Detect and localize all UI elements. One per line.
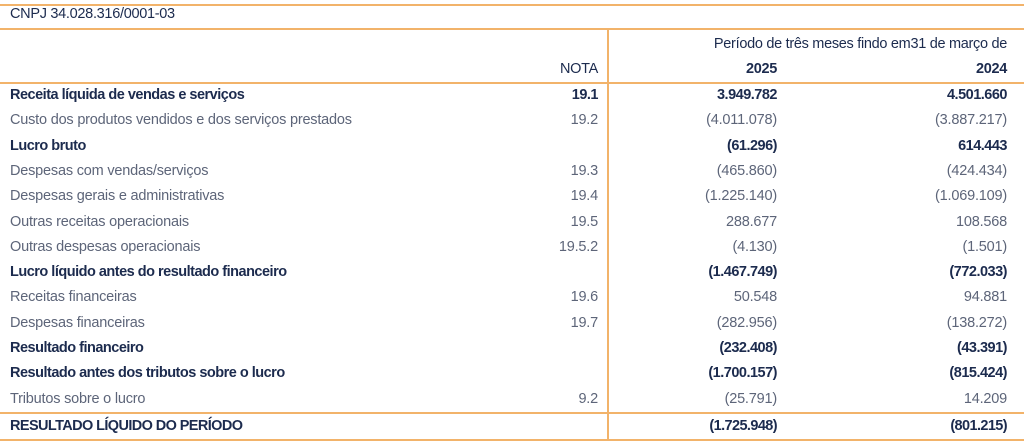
value-2024: 94.881 <box>963 289 1007 306</box>
row-label: Resultado antes dos tributos sobre o luc… <box>10 365 285 382</box>
year-2025-header: 2025 <box>745 61 777 77</box>
value-2025: (1.225.140) <box>705 188 777 205</box>
value-2025: (1.467.749) <box>708 264 777 281</box>
value-2025: (61.296) <box>726 137 778 154</box>
value-2025: (4.011.078) <box>706 112 777 129</box>
value-2024: (43.391) <box>956 340 1008 356</box>
row-label: Outras despesas operacionais <box>10 238 201 255</box>
value-2024: 4.501.660 <box>946 87 1008 103</box>
table-row: RESULTADO LÍQUIDO DO PERÍODO (1.725.948) (… <box>0 414 1024 439</box>
row-nota: 19.5.2 <box>558 238 598 255</box>
divider <box>0 4 1024 6</box>
row-label: Receitas financeiras <box>10 289 137 306</box>
row-label: Despesas financeiras <box>10 314 145 331</box>
row-label: Tributos sobre o lucro <box>10 390 146 407</box>
value-2025: (1.725.948) <box>709 418 777 434</box>
value-2025: (1.700.157) <box>708 365 777 382</box>
table-row: Custo dos produtos vendidos e dos serviç… <box>0 108 1024 133</box>
value-2025: (4.130) <box>732 238 777 255</box>
divider <box>0 439 1024 441</box>
table-row: Despesas gerais e administrativas 19.4 (1.… <box>0 184 1024 209</box>
table-row: Resultado antes dos tributos sobre o luc… <box>0 361 1024 386</box>
table-row: Despesas com vendas/serviços 19.3 (465.860… <box>0 159 1024 184</box>
table-row: Tributos sobre o lucro 9.2 (25.791) 14.209 <box>0 387 1024 412</box>
row-nota: 19.3 <box>570 162 599 179</box>
row-nota: 9.2 <box>578 390 598 407</box>
row-label: Resultado financeiro <box>10 340 144 356</box>
value-2025: (465.860) <box>716 162 777 179</box>
row-label: Outras receitas operacionais <box>10 213 189 230</box>
value-2024: (815.424) <box>949 365 1007 382</box>
row-label: Despesas gerais e administrativas <box>10 188 225 205</box>
row-label: RESULTADO LÍQUIDO DO PERÍODO <box>10 418 243 434</box>
table-row: Resultado financeiro (232.408) (43.391) <box>0 336 1024 361</box>
nota-header: NOTA <box>559 61 598 77</box>
cnpj-label: CNPJ 34.028.316/0001-03 <box>10 6 175 22</box>
value-2025: 288.677 <box>725 213 777 230</box>
table-row: Receitas financeiras 19.6 50.548 94.881 <box>0 285 1024 310</box>
value-2024: (138.272) <box>946 314 1007 331</box>
divider <box>0 82 1024 84</box>
value-2024: (1.501) <box>962 238 1007 255</box>
table-row: Lucro líquido antes do resultado finance… <box>0 260 1024 285</box>
value-2025: (232.408) <box>719 340 777 356</box>
value-2024: (801.215) <box>950 418 1007 434</box>
row-label: Lucro líquido antes do resultado finance… <box>10 264 287 281</box>
table-row: Outras despesas operacionais 19.5.2 (4.130… <box>0 235 1024 260</box>
value-2025: (282.956) <box>716 314 777 331</box>
value-2024: 108.568 <box>955 213 1007 230</box>
value-2024: (772.033) <box>949 264 1007 281</box>
value-2024: 14.209 <box>963 390 1007 407</box>
value-2024: (424.434) <box>946 162 1007 179</box>
value-2024: (3.887.217) <box>935 112 1007 129</box>
column-divider <box>607 29 609 441</box>
row-nota: 19.1 <box>571 87 599 103</box>
value-2025: 50.548 <box>733 289 777 306</box>
row-nota: 19.4 <box>570 188 599 205</box>
table-row: Receita líquida de vendas e serviços 19.1… <box>0 83 1024 108</box>
year-2024-header: 2024 <box>975 61 1007 77</box>
value-2025: 3.949.782 <box>716 87 778 103</box>
row-nota: 19.7 <box>570 314 599 331</box>
table-row: Lucro bruto (61.296) 614.443 <box>0 134 1024 159</box>
divider <box>0 412 1024 414</box>
value-2024: 614.443 <box>958 137 1007 154</box>
row-label: Lucro bruto <box>10 137 86 154</box>
value-2024: (1.069.109) <box>935 188 1007 205</box>
row-label: Custo dos produtos vendidos e dos serviç… <box>10 112 352 129</box>
row-nota: 19.6 <box>570 289 599 306</box>
row-nota: 19.2 <box>570 112 599 129</box>
period-header: Período de três meses findo em31 de març… <box>713 36 1007 52</box>
value-2025: (25.791) <box>724 390 778 407</box>
row-label: Despesas com vendas/serviços <box>10 162 209 179</box>
row-nota: 19.5 <box>570 213 599 230</box>
divider <box>0 28 1024 30</box>
table-row: Despesas financeiras 19.7 (282.956) (138.27… <box>0 311 1024 336</box>
row-label: Receita líquida de vendas e serviços <box>10 87 245 103</box>
table-row: Outras receitas operacionais 19.5 288.677 1… <box>0 210 1024 235</box>
